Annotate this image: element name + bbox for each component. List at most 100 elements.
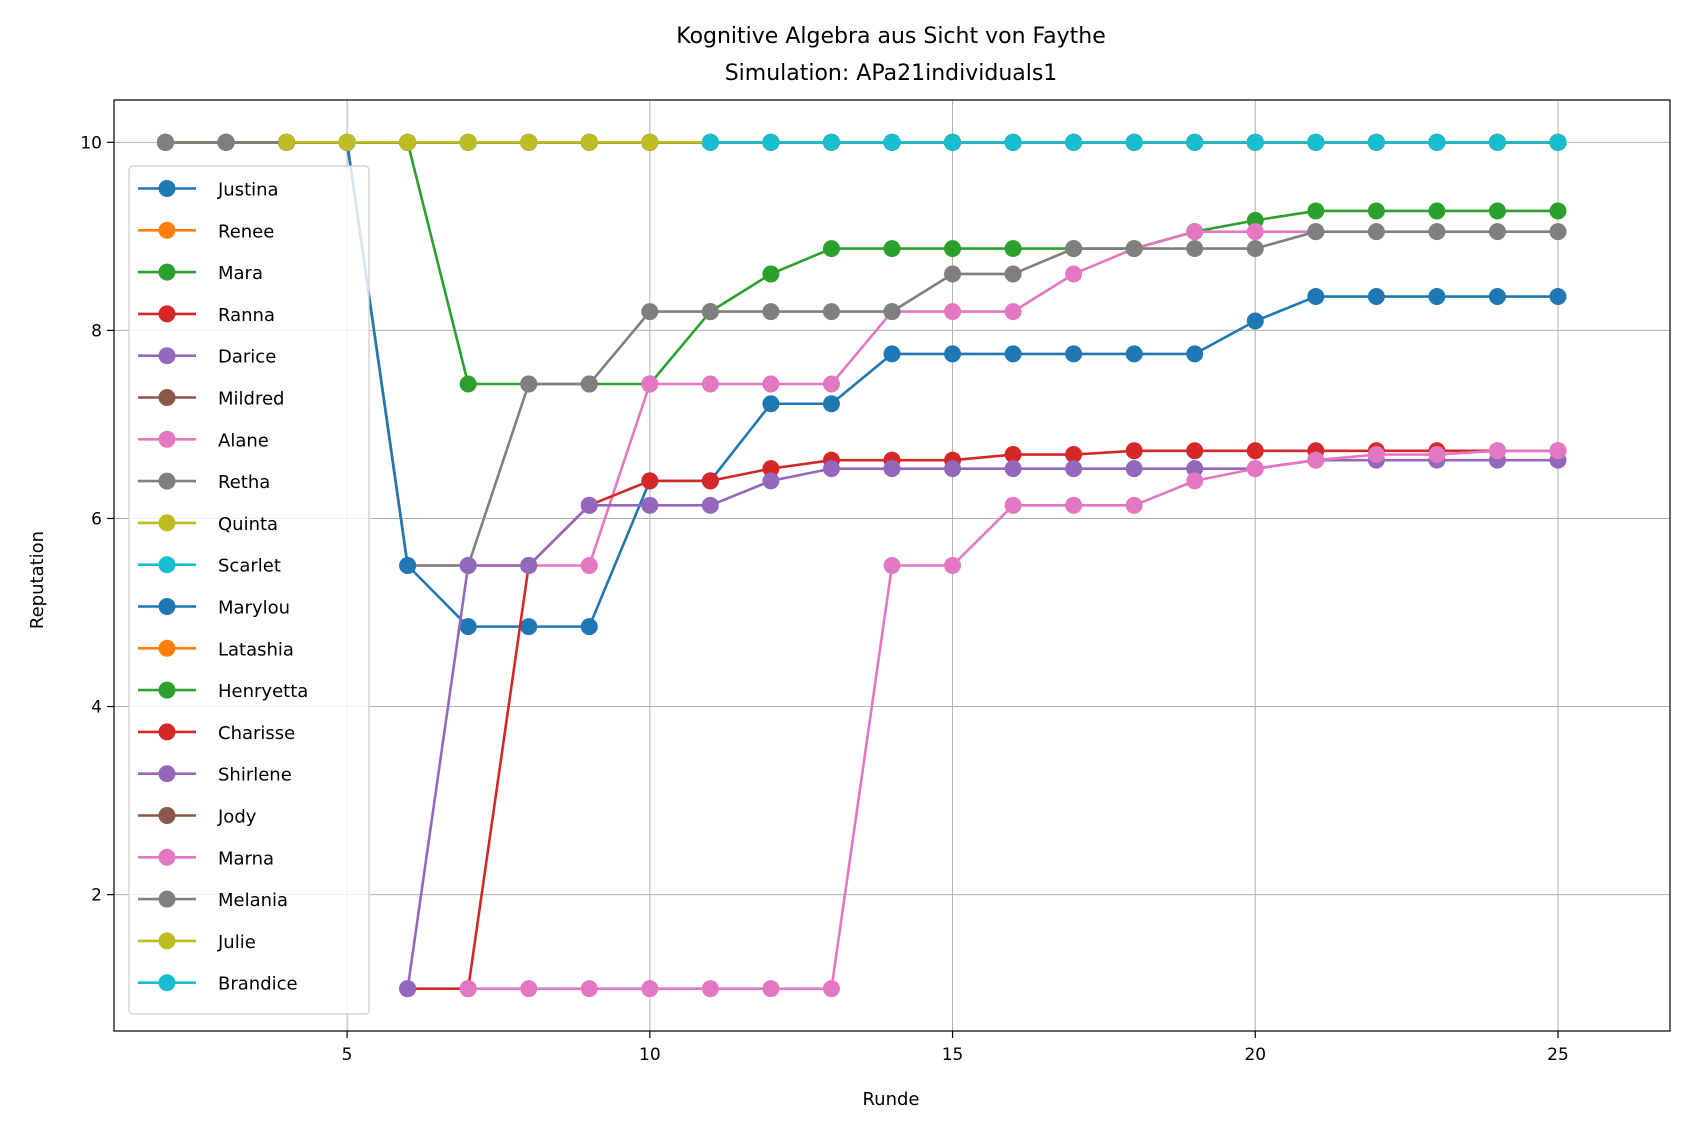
data-point — [944, 557, 962, 574]
x-tick-label: 15 — [942, 1045, 964, 1065]
legend-label: Scarlet — [218, 556, 281, 577]
data-point — [1186, 345, 1204, 363]
data-point — [883, 460, 901, 478]
data-point — [459, 133, 477, 151]
legend-item: Justina — [138, 180, 279, 201]
data-point — [459, 980, 477, 998]
data-point — [580, 133, 598, 151]
data-point — [580, 375, 598, 393]
data-point — [1488, 442, 1506, 460]
data-point — [641, 303, 659, 321]
legend-marker — [158, 765, 176, 783]
data-point — [1186, 472, 1204, 490]
data-point — [944, 303, 962, 321]
data-point — [1004, 345, 1022, 363]
data-point — [762, 395, 780, 413]
data-point — [580, 557, 598, 574]
y-tick-label: 10 — [80, 133, 102, 153]
data-point — [1004, 460, 1022, 478]
legend-label: Mildred — [218, 389, 284, 410]
legend-item: Melania — [138, 890, 288, 911]
data-point — [701, 133, 719, 151]
legend-item: Latashia — [138, 639, 294, 660]
data-point — [399, 980, 417, 998]
x-axis-label: Runde — [862, 1089, 919, 1110]
x-tick-label: 25 — [1547, 1045, 1569, 1065]
data-point — [1246, 442, 1264, 460]
legend-label: Justina — [217, 180, 279, 201]
data-point — [1488, 133, 1506, 151]
series-shirlene — [399, 451, 1567, 998]
data-point — [459, 375, 477, 393]
data-point — [822, 240, 840, 258]
legend-marker — [158, 305, 176, 323]
legend-item: Darice — [138, 347, 276, 368]
legend: Justina Renee Mara Ranna Darice Mildred Alane R… — [128, 165, 370, 1015]
data-point — [944, 345, 962, 363]
data-point — [762, 133, 780, 151]
data-point — [822, 303, 840, 321]
data-point — [1125, 133, 1143, 151]
data-point — [762, 472, 780, 490]
data-point — [762, 980, 780, 998]
y-tick-label: 6 — [91, 509, 102, 529]
legend-item: Brandice — [138, 974, 298, 995]
data-point — [944, 240, 962, 258]
data-point — [762, 265, 780, 283]
data-point — [701, 472, 719, 490]
data-point — [883, 133, 901, 151]
data-point — [822, 375, 840, 393]
data-point — [1125, 460, 1143, 478]
data-point — [1186, 240, 1204, 258]
legend-label: Ranna — [218, 305, 275, 326]
data-point — [822, 460, 840, 478]
legend-item: Marna — [138, 848, 274, 869]
legend-label: Melania — [218, 890, 288, 911]
data-point — [1428, 202, 1446, 220]
legend-marker — [158, 514, 176, 532]
data-point — [1004, 240, 1022, 258]
legend-marker — [158, 389, 176, 406]
data-point — [1549, 133, 1567, 151]
data-point — [459, 618, 477, 636]
legend-item: Henryetta — [138, 681, 308, 702]
legend-item: Mildred — [138, 389, 284, 410]
data-point — [1307, 133, 1325, 151]
data-point — [1186, 223, 1204, 241]
data-point — [1549, 223, 1567, 241]
data-point — [1488, 202, 1506, 220]
legend-marker — [158, 807, 176, 824]
data-point — [944, 133, 962, 151]
data-point — [1065, 496, 1083, 514]
legend-marker — [158, 180, 176, 197]
series-marna — [459, 442, 1567, 998]
legend-label: Shirlene — [218, 765, 292, 786]
data-point — [1186, 442, 1204, 460]
legend-marker — [158, 263, 176, 281]
data-point — [1125, 496, 1143, 514]
legend-marker — [158, 932, 176, 950]
data-point — [1428, 446, 1446, 464]
data-point — [1186, 133, 1204, 151]
y-axis-label: Reputation — [27, 531, 48, 629]
series-line — [406, 458, 1558, 989]
x-tick-label: 20 — [1244, 1045, 1266, 1065]
data-point — [822, 395, 840, 413]
legend-item: Quinta — [138, 514, 278, 535]
data-point — [1125, 442, 1143, 460]
data-point — [520, 618, 538, 636]
data-point — [156, 133, 174, 151]
y-tick-label: 4 — [91, 698, 102, 718]
data-point — [1246, 240, 1264, 258]
data-point — [1004, 303, 1022, 321]
data-point — [1367, 223, 1385, 241]
data-point — [1065, 133, 1083, 151]
data-point — [762, 375, 780, 393]
data-point — [1367, 288, 1385, 306]
data-point — [701, 303, 719, 321]
legend-label: Brandice — [218, 974, 298, 995]
legend-box — [128, 165, 370, 1015]
legend-marker — [158, 890, 176, 908]
data-point — [1065, 265, 1083, 283]
data-point — [641, 472, 659, 490]
